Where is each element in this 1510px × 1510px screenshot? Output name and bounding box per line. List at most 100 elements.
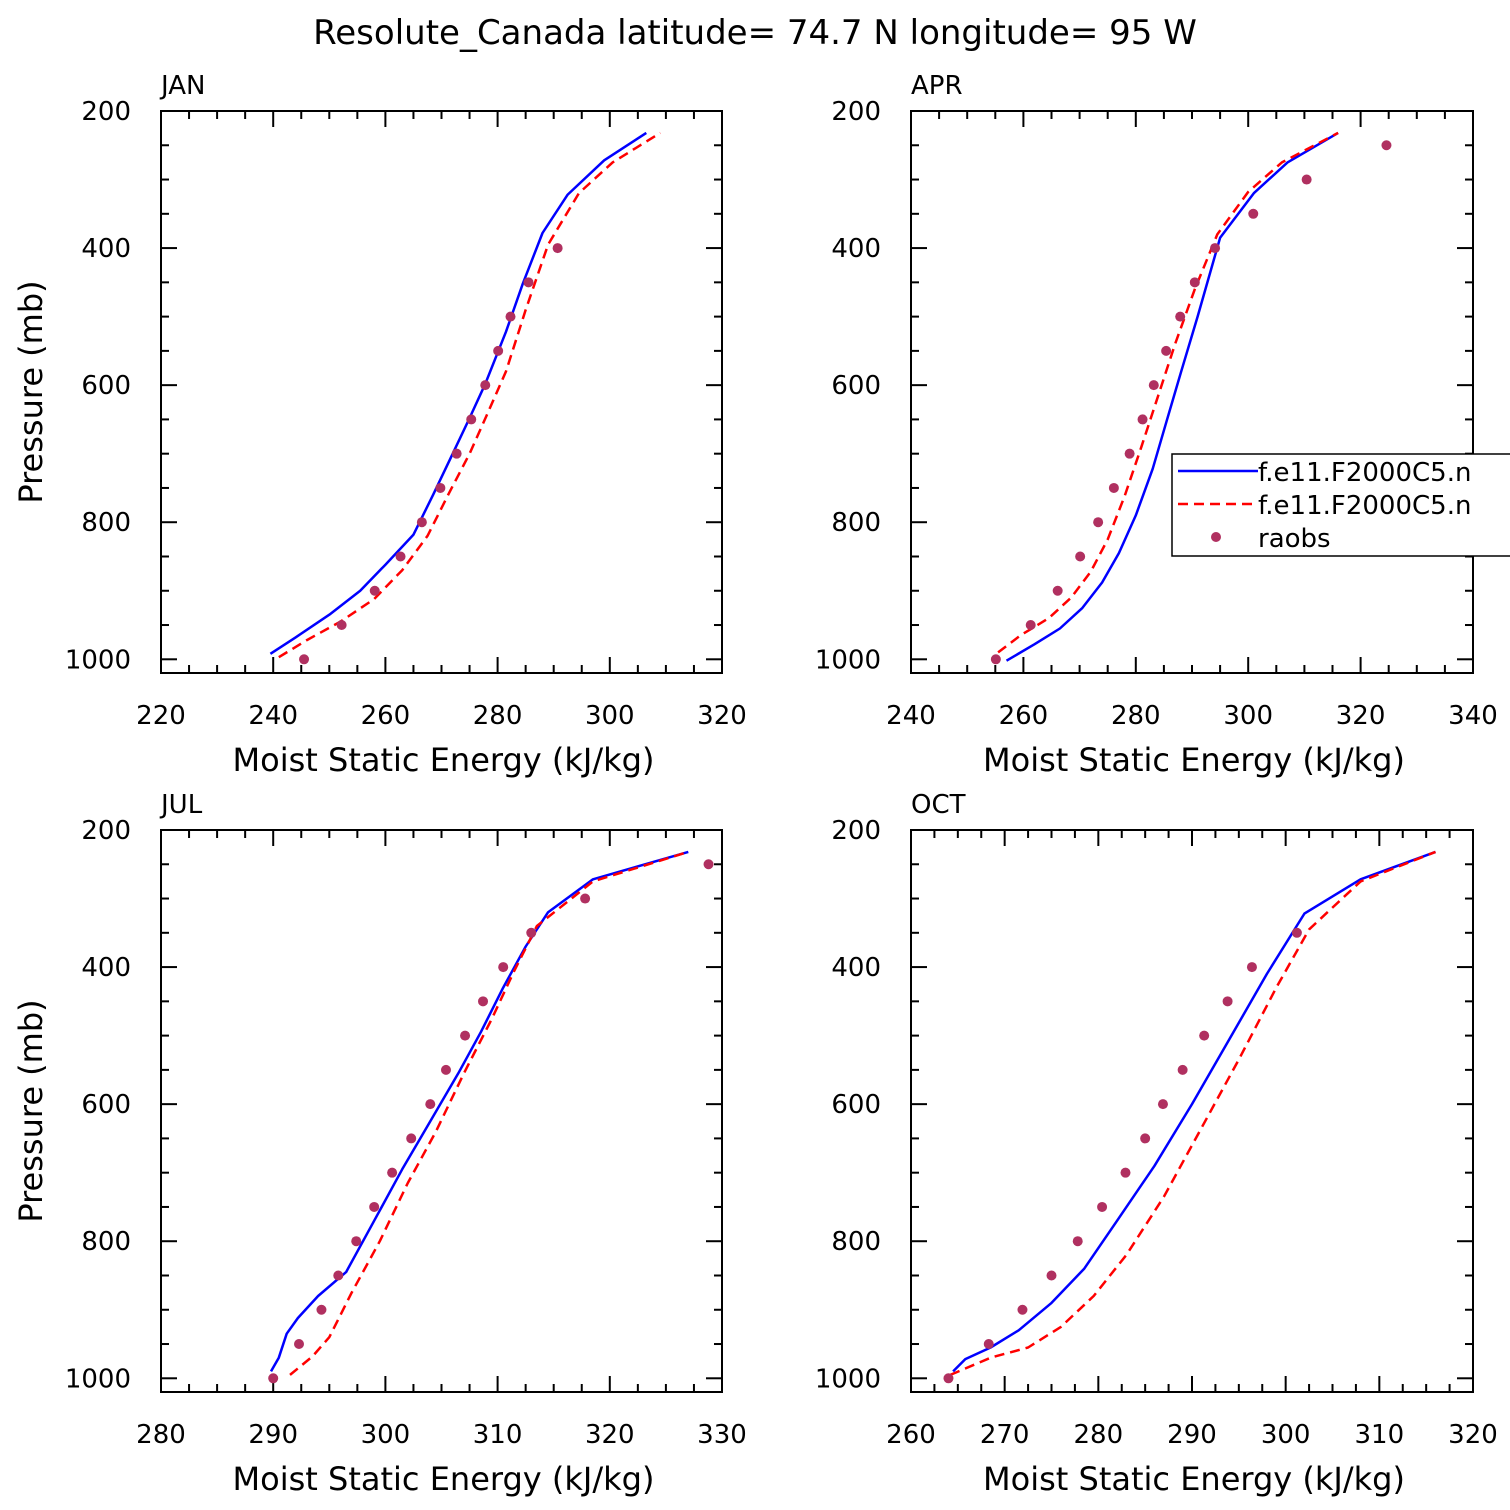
legend-marker-raobs bbox=[1211, 532, 1221, 542]
legend-label-raobs: raobs bbox=[1258, 524, 1331, 554]
raobs-point bbox=[1108, 482, 1119, 493]
raobs-point bbox=[406, 1133, 417, 1144]
raobs-point bbox=[526, 927, 537, 938]
raobs-point bbox=[425, 1099, 436, 1110]
y-tick-label: 600 bbox=[81, 1090, 131, 1120]
x-tick-label: 280 bbox=[136, 1420, 186, 1450]
raobs-point bbox=[451, 448, 462, 459]
raobs-point bbox=[1222, 996, 1233, 1007]
raobs-point bbox=[460, 1030, 471, 1041]
model-dashed-line bbox=[289, 850, 689, 1376]
x-tick-label: 280 bbox=[473, 701, 523, 731]
x-tick-label: 300 bbox=[1261, 1420, 1311, 1450]
x-tick-label: 270 bbox=[980, 1420, 1030, 1450]
panel-jul: JUL 280 290 300 310 320 330 200 400 600 800 1000 Moi… bbox=[12, 790, 747, 1498]
x-tick-label: 320 bbox=[1448, 1420, 1498, 1450]
raobs-point bbox=[580, 893, 591, 904]
x-tick-label: 300 bbox=[585, 701, 635, 731]
raobs-point bbox=[1052, 585, 1063, 596]
y-tick-label: 1000 bbox=[815, 645, 881, 675]
y-tick-label: 400 bbox=[831, 234, 881, 264]
raobs-point bbox=[1210, 243, 1221, 254]
raobs-point bbox=[1046, 1270, 1057, 1281]
raobs-point bbox=[552, 243, 563, 254]
model-dashed-line bbox=[278, 131, 661, 659]
x-tick-label: 290 bbox=[1167, 1420, 1217, 1450]
y-tick-label: 600 bbox=[831, 371, 881, 401]
panel-label-oct: OCT bbox=[911, 790, 966, 820]
panel-label-apr: APR bbox=[911, 71, 963, 101]
x-tick-label: 280 bbox=[1111, 701, 1161, 731]
x-axis-label: Moist Static Energy (kJ/kg) bbox=[983, 741, 1405, 779]
panel-apr: APR 240 260 280 300 320 340 200 400 600 800 1000 Moi… bbox=[815, 71, 1498, 779]
model-dashed-line bbox=[949, 850, 1436, 1377]
x-tick-label: 330 bbox=[697, 1420, 747, 1450]
x-tick-label: 320 bbox=[1336, 701, 1386, 731]
y-tick-label: 1000 bbox=[65, 645, 131, 675]
y-tick-label: 400 bbox=[831, 953, 881, 983]
model-solid-line bbox=[269, 850, 689, 1373]
legend-label-dashed: f.e11.F2000C5.n bbox=[1258, 491, 1471, 521]
raobs-point bbox=[1248, 208, 1259, 219]
raobs-point bbox=[1017, 1304, 1028, 1315]
raobs-point bbox=[387, 1167, 398, 1178]
raobs-point bbox=[523, 277, 534, 288]
model-solid-line bbox=[269, 131, 647, 655]
raobs-point bbox=[369, 585, 380, 596]
model-dashed-line bbox=[997, 131, 1339, 654]
x-tick-label: 300 bbox=[1223, 701, 1273, 731]
raobs-point bbox=[1093, 517, 1104, 528]
x-tick-label: 260 bbox=[886, 1420, 936, 1450]
raobs-point bbox=[1072, 1236, 1083, 1247]
raobs-point bbox=[435, 482, 446, 493]
y-tick-label: 800 bbox=[81, 508, 131, 538]
y-axis-label: Pressure (mb) bbox=[12, 999, 50, 1222]
panel-label-jan: JAN bbox=[159, 71, 205, 101]
legend-label-solid: f.e11.F2000C5.n bbox=[1258, 458, 1471, 488]
x-tick-label: 320 bbox=[697, 701, 747, 731]
raobs-point bbox=[1301, 174, 1312, 185]
y-tick-label: 400 bbox=[81, 953, 131, 983]
y-tick-label: 400 bbox=[81, 234, 131, 264]
raobs-point bbox=[1291, 927, 1302, 938]
raobs-point bbox=[466, 414, 477, 425]
x-tick-label: 290 bbox=[248, 1420, 298, 1450]
raobs-point bbox=[1246, 962, 1257, 973]
y-tick-label: 600 bbox=[831, 1090, 881, 1120]
raobs-point bbox=[336, 620, 347, 631]
x-tick-label: 240 bbox=[886, 701, 936, 731]
y-tick-label: 200 bbox=[81, 816, 131, 846]
x-tick-label: 310 bbox=[1355, 1420, 1405, 1450]
plot-frame bbox=[910, 829, 1474, 1393]
panel-oct: OCT 260 270 280 290 300 310 320 200 400 600 800 1000… bbox=[815, 790, 1498, 1498]
raobs-point bbox=[1025, 620, 1036, 631]
x-tick-label: 340 bbox=[1448, 701, 1498, 731]
panel-label-jul: JUL bbox=[159, 790, 203, 820]
x-tick-label: 280 bbox=[1074, 1420, 1124, 1450]
y-tick-label: 800 bbox=[81, 1227, 131, 1257]
raobs-point bbox=[1137, 414, 1148, 425]
x-tick-label: 240 bbox=[248, 701, 298, 731]
raobs-point bbox=[990, 654, 1001, 665]
y-tick-label: 600 bbox=[81, 371, 131, 401]
raobs-point bbox=[1189, 277, 1200, 288]
x-axis-label: Moist Static Energy (kJ/kg) bbox=[233, 741, 655, 779]
raobs-point bbox=[268, 1373, 279, 1384]
raobs-point bbox=[1177, 1064, 1188, 1075]
x-axis-label: Moist Static Energy (kJ/kg) bbox=[233, 1460, 655, 1498]
legend: f.e11.F2000C5.n f.e11.F2000C5.n raobs bbox=[1171, 453, 1510, 557]
x-tick-label: 310 bbox=[473, 1420, 523, 1450]
raobs-point bbox=[1120, 1167, 1131, 1178]
y-tick-label: 800 bbox=[831, 508, 881, 538]
raobs-point bbox=[498, 962, 509, 973]
raobs-point bbox=[299, 654, 310, 665]
raobs-point bbox=[416, 517, 427, 528]
plot-frame bbox=[160, 829, 723, 1393]
panel-jan: JAN 220 240 260 280 300 320 200 400 600 800 1000 Moi… bbox=[12, 71, 747, 779]
x-tick-label: 260 bbox=[361, 701, 411, 731]
y-axis-label: Pressure (mb) bbox=[12, 280, 50, 503]
raobs-point bbox=[505, 311, 516, 322]
raobs-point bbox=[1381, 140, 1392, 151]
raobs-point bbox=[943, 1373, 954, 1384]
